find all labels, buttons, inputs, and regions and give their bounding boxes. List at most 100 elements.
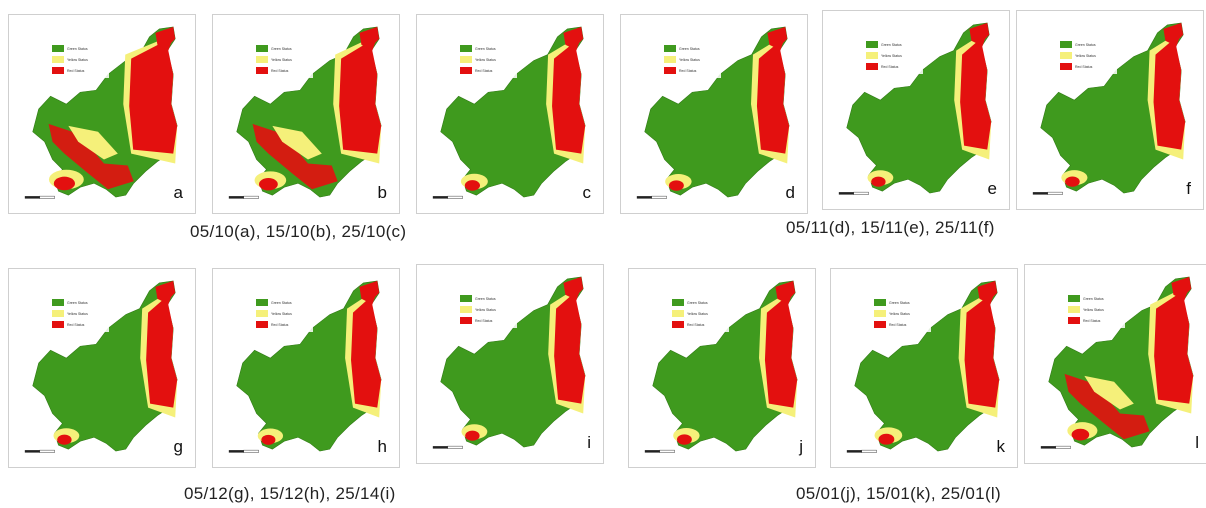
panel-letter: c xyxy=(582,183,592,202)
legend-swatch xyxy=(672,299,684,306)
legend-swatch xyxy=(256,56,268,63)
alert-red-region xyxy=(359,280,380,303)
legend-item: Red Status xyxy=(256,65,310,76)
legend-label: Green Status xyxy=(889,300,910,305)
legend-item: Green Status xyxy=(460,293,514,304)
alert-red-region xyxy=(1065,176,1080,187)
scale-bar xyxy=(1055,445,1071,449)
scale-bar xyxy=(243,195,259,199)
map-panel-g: Green Status Yellow Status Red Status g xyxy=(8,268,196,468)
legend-label: Yellow Status xyxy=(679,57,700,62)
legend-label: Yellow Status xyxy=(889,311,910,316)
alert-red-region xyxy=(259,178,278,191)
scale-bar xyxy=(1047,191,1063,195)
legend-swatch xyxy=(52,67,64,74)
alert-red-region xyxy=(261,434,276,445)
legend-item: Yellow Status xyxy=(460,304,514,315)
legend-swatch xyxy=(866,52,878,59)
legend: Green Status Yellow Status Red Status xyxy=(871,295,931,332)
legend-item: Red Status xyxy=(672,319,726,330)
legend-label: Green Status xyxy=(687,300,708,305)
alert-red-region xyxy=(977,280,998,303)
alert-red-region xyxy=(351,290,382,408)
map-panel-d: Green Status Yellow Status Red Status d xyxy=(620,14,808,214)
legend-item: Yellow Status xyxy=(866,50,920,61)
legend: Green Status Yellow Status Red Status xyxy=(253,295,313,332)
legend-item: Red Status xyxy=(256,319,310,330)
alert-red-region xyxy=(1171,276,1192,299)
alert-red-region xyxy=(465,430,480,441)
legend-item: Red Status xyxy=(1068,315,1122,326)
legend-swatch xyxy=(1060,52,1072,59)
legend-swatch xyxy=(256,321,268,328)
legend-swatch xyxy=(52,321,64,328)
alert-red-region xyxy=(960,32,992,150)
legend-label: Green Status xyxy=(67,46,88,51)
legend-item: Red Status xyxy=(460,65,514,76)
map-i xyxy=(417,265,603,463)
legend-swatch xyxy=(52,45,64,52)
caption-row1-right: 05/11(d), 15/11(e), 25/11(f) xyxy=(786,218,995,237)
caption-row2-right: 05/01(j), 15/01(k), 25/01(l) xyxy=(796,484,1001,503)
alert-red-region xyxy=(339,36,382,154)
legend-swatch xyxy=(52,299,64,306)
legend-swatch xyxy=(256,299,268,306)
legend-item: Yellow Status xyxy=(1060,50,1114,61)
legend-swatch xyxy=(52,310,64,317)
legend: Green Status Yellow Status Red Status xyxy=(1057,37,1117,74)
buffer-yellow-region xyxy=(1084,375,1134,410)
legend-item: Green Status xyxy=(664,43,718,54)
legend-swatch xyxy=(672,310,684,317)
legend-label: Green Status xyxy=(679,46,700,51)
alert-red-region xyxy=(964,290,1000,408)
alert-red-region xyxy=(554,286,586,404)
map-panel-b: Green Status Yellow Status Red Status b xyxy=(212,14,400,214)
alert-red-region xyxy=(775,280,796,303)
legend-item: Red Status xyxy=(664,65,718,76)
map-panel-a: Green Status Yellow Status Red Status a xyxy=(8,14,196,214)
alert-red-region xyxy=(767,26,788,49)
legend-swatch xyxy=(460,67,472,74)
legend-swatch xyxy=(866,41,878,48)
legend-label: Yellow Status xyxy=(881,53,902,58)
alert-red-region xyxy=(756,36,790,154)
map-panel-h: Green Status Yellow Status Red Status h xyxy=(212,268,400,468)
legend-swatch xyxy=(1068,295,1080,302)
legend-label: Red Status xyxy=(271,322,289,327)
legend-swatch xyxy=(664,56,676,63)
alert-red-region xyxy=(563,276,584,299)
legend-swatch xyxy=(1068,317,1080,324)
legend-swatch xyxy=(874,299,886,306)
legend-item: Yellow Status xyxy=(256,54,310,65)
buffer-yellow-region xyxy=(272,125,322,160)
legend-label: Green Status xyxy=(1083,296,1104,301)
legend-label: Red Status xyxy=(889,322,907,327)
caption-row2-left: 05/12(g), 15/12(h), 25/14(i) xyxy=(184,484,396,503)
legend-label: Yellow Status xyxy=(271,311,292,316)
alert-red-region xyxy=(552,36,586,154)
legend-swatch xyxy=(664,45,676,52)
panel-letter: j xyxy=(799,437,803,456)
legend-swatch xyxy=(52,56,64,63)
map-panel-f: Green Status Yellow Status Red Status f xyxy=(1016,10,1204,210)
alert-red-region xyxy=(1064,373,1150,440)
legend-label: Red Status xyxy=(679,68,697,73)
alert-red-region xyxy=(53,176,75,191)
legend-swatch xyxy=(460,56,472,63)
legend-item: Green Status xyxy=(866,39,920,50)
legend-swatch xyxy=(672,321,684,328)
legend-item: Red Status xyxy=(52,65,106,76)
legend-item: Green Status xyxy=(1060,39,1114,50)
panel-letter: e xyxy=(987,179,997,198)
legend-swatch xyxy=(664,67,676,74)
legend-item: Yellow Status xyxy=(874,308,928,319)
legend-swatch xyxy=(1060,41,1072,48)
legend-label: Yellow Status xyxy=(1075,53,1096,58)
legend-item: Green Status xyxy=(256,43,310,54)
legend-label: Red Status xyxy=(67,68,85,73)
legend-label: Green Status xyxy=(475,296,496,301)
legend-swatch xyxy=(1068,306,1080,313)
legend-item: Green Status xyxy=(460,43,514,54)
alert-red-region xyxy=(155,26,176,49)
alert-red-region xyxy=(676,434,692,445)
